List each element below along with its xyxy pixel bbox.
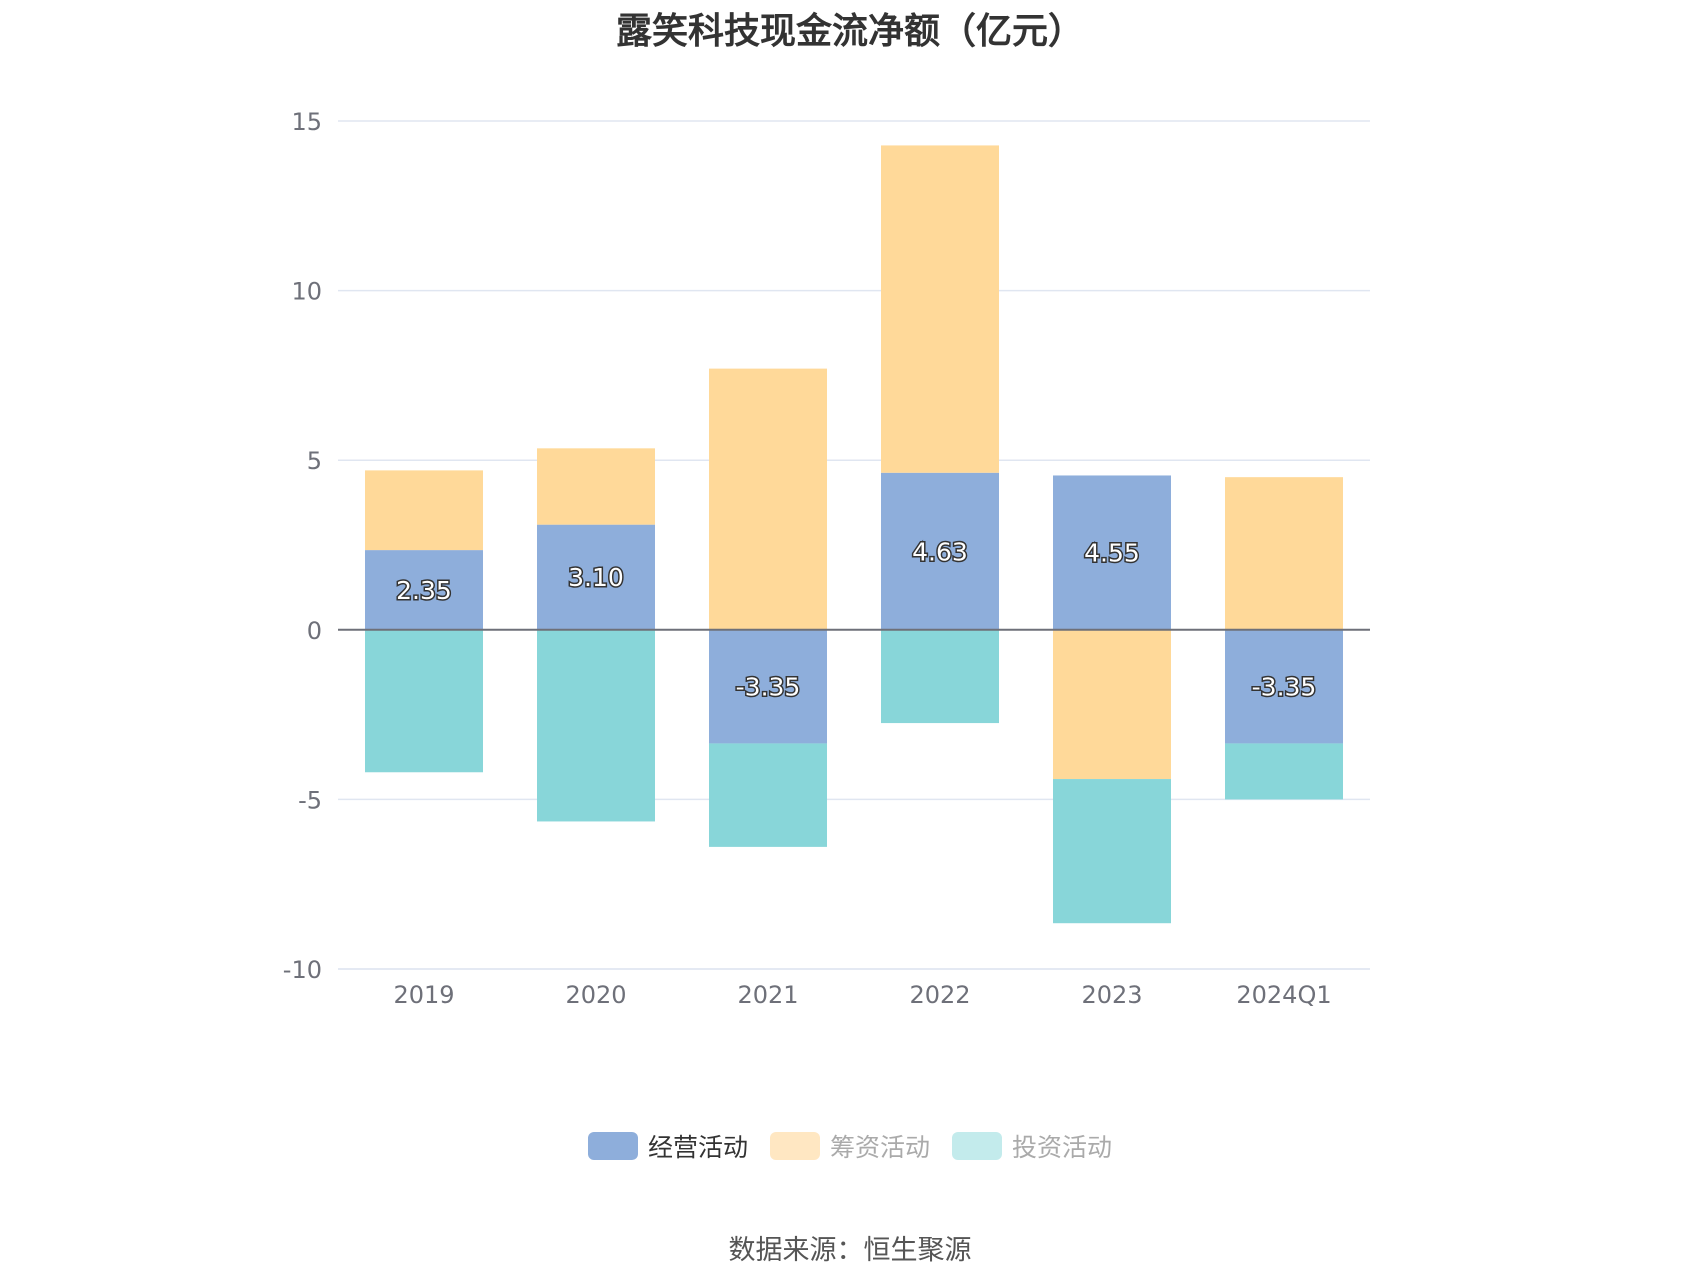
source-note: 数据来源：恒生聚源 bbox=[728, 1235, 972, 1266]
legend-swatch bbox=[587, 1132, 638, 1160]
legend-label: 投资活动 bbox=[1012, 1133, 1113, 1162]
bar-segment bbox=[365, 550, 483, 630]
data-label: 2.35 bbox=[396, 576, 452, 605]
legend-swatch bbox=[769, 1132, 820, 1160]
chart-title: 露笑科技现金流净额（亿元） bbox=[615, 11, 1084, 52]
legend: 经营活动 筹资活动 投资活动 bbox=[0, 1128, 1700, 1164]
bar-segment bbox=[881, 472, 999, 630]
y-tick-label: 5 bbox=[307, 447, 322, 475]
y-tick-label: -10 bbox=[283, 956, 322, 984]
bar-segment bbox=[537, 629, 655, 822]
data-label: -3.35 bbox=[736, 673, 801, 702]
bar-segment bbox=[1225, 477, 1343, 630]
bar-segment bbox=[1053, 779, 1171, 924]
legend-label: 筹资活动 bbox=[829, 1133, 930, 1162]
y-tick-label: 0 bbox=[307, 617, 322, 645]
x-tick-label: 2023 bbox=[1081, 981, 1142, 1009]
bar-segment bbox=[1053, 629, 1171, 780]
x-tick-label: 2019 bbox=[393, 981, 454, 1009]
bar-segment bbox=[709, 629, 827, 744]
grid-layer bbox=[338, 120, 1370, 970]
legend-item[interactable]: 经营活动 bbox=[587, 1128, 748, 1164]
bar-segment bbox=[365, 629, 483, 773]
bar-segment bbox=[365, 470, 483, 551]
data-label: 4.63 bbox=[912, 537, 968, 566]
x-tick-label: 2020 bbox=[565, 981, 626, 1009]
y-tick-label: 15 bbox=[291, 108, 322, 136]
bar-segment bbox=[537, 524, 655, 630]
bar-segment bbox=[537, 448, 655, 525]
bar-segment bbox=[881, 629, 999, 724]
legend-item[interactable]: 投资活动 bbox=[952, 1128, 1112, 1164]
bars-layer bbox=[365, 145, 1343, 924]
bar-segment bbox=[709, 368, 827, 630]
bar-segment bbox=[1053, 475, 1171, 630]
data-label: 4.55 bbox=[1084, 539, 1140, 568]
x-tick-label: 2021 bbox=[737, 981, 798, 1009]
ticks-layer: 15 10 5 0 -5 -10 2019 2020 2021 2022 2023 2024Q1 bbox=[283, 108, 1332, 1009]
x-tick-label: 2022 bbox=[909, 981, 970, 1009]
legend-label: 经营活动 bbox=[647, 1133, 748, 1162]
zero-axis-layer bbox=[338, 628, 1370, 970]
legend-swatch bbox=[952, 1132, 1002, 1160]
x-tick-label: 2024Q1 bbox=[1236, 981, 1331, 1009]
bar-segment bbox=[1225, 629, 1343, 744]
data-label: -3.35 bbox=[1252, 673, 1317, 702]
data-label: 3.10 bbox=[568, 563, 624, 592]
y-tick-label: -5 bbox=[298, 786, 322, 814]
labels-layer: 2.35 3.10 -3.35 4.63 4.55 -3.35 bbox=[395, 536, 1318, 703]
bar-segment bbox=[881, 145, 999, 473]
legend-item[interactable]: 筹资活动 bbox=[769, 1128, 930, 1164]
bar-segment bbox=[1225, 743, 1343, 800]
y-tick-label: 10 bbox=[291, 278, 322, 306]
bar-segment bbox=[709, 743, 827, 847]
